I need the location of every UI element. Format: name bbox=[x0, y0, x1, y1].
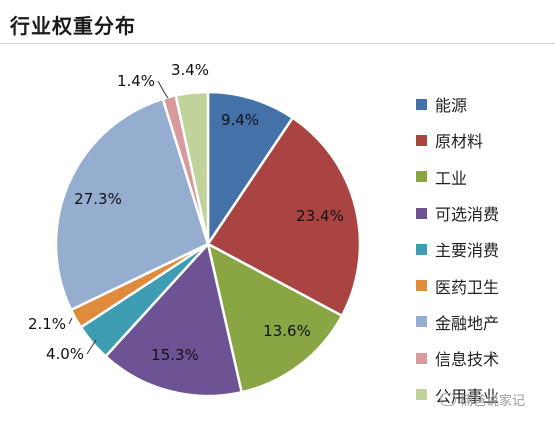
legend-item-4: 主要消费 bbox=[416, 231, 499, 267]
legend-item-5: 医药卫生 bbox=[416, 267, 499, 303]
legend-swatch bbox=[416, 389, 427, 401]
chart-legend: 能源 原材料 工业 可选消费 主要消费 医药卫生 金融地产 信息技术 公用事业 bbox=[416, 86, 499, 413]
pie-slice-1 bbox=[206, 116, 362, 318]
data-label-8: 3.4% bbox=[171, 61, 209, 79]
data-label-5: 2.1% bbox=[28, 315, 66, 333]
legend-item-0: 能源 bbox=[416, 86, 499, 122]
wechat-icon bbox=[440, 393, 456, 406]
legend-swatch bbox=[416, 243, 427, 255]
legend-label: 信息技术 bbox=[435, 350, 500, 370]
data-label-1: 23.4% bbox=[296, 207, 344, 225]
pie-slice-2 bbox=[206, 241, 344, 394]
chart-title: 行业权重分布 bbox=[10, 14, 136, 38]
legend-swatch bbox=[416, 134, 427, 146]
watermark-text: 楠爸说家记 bbox=[460, 394, 526, 409]
data-label-2: 13.6% bbox=[263, 322, 311, 340]
title-divider bbox=[0, 43, 555, 44]
legend-label: 工业 bbox=[435, 168, 468, 188]
legend-item-1: 原材料 bbox=[416, 122, 499, 158]
data-label-4: 4.0% bbox=[46, 345, 84, 363]
legend-label: 医药卫生 bbox=[435, 277, 500, 297]
legend-label: 能源 bbox=[435, 96, 468, 116]
legend-item-7: 信息技术 bbox=[416, 340, 499, 376]
leader-line-4 bbox=[86, 339, 97, 355]
data-label-6: 27.3% bbox=[74, 190, 122, 208]
pie-slice-3 bbox=[103, 241, 244, 398]
legend-item-3: 可选消费 bbox=[416, 195, 499, 231]
data-label-7: 1.4% bbox=[117, 72, 155, 90]
leader-line-7 bbox=[157, 80, 169, 99]
data-label-3: 15.3% bbox=[151, 346, 199, 364]
legend-label: 可选消费 bbox=[435, 205, 500, 225]
pie-slice-6 bbox=[54, 97, 210, 312]
legend-label: 金融地产 bbox=[435, 313, 500, 333]
watermark: 楠爸说家记 bbox=[440, 390, 525, 409]
legend-swatch bbox=[416, 98, 427, 110]
legend-swatch bbox=[416, 171, 427, 183]
pie-slice-0 bbox=[206, 90, 295, 249]
legend-label: 原材料 bbox=[435, 132, 484, 152]
leader-line-5 bbox=[68, 317, 73, 325]
legend-label: 主要消费 bbox=[435, 241, 500, 261]
legend-swatch bbox=[416, 352, 427, 364]
legend-swatch bbox=[416, 207, 427, 219]
legend-swatch bbox=[416, 316, 427, 328]
data-label-0: 9.4% bbox=[221, 111, 259, 129]
legend-item-6: 金融地产 bbox=[416, 304, 499, 340]
legend-item-2: 工业 bbox=[416, 159, 499, 195]
pie-slice-8 bbox=[174, 90, 210, 245]
legend-swatch bbox=[416, 280, 427, 292]
